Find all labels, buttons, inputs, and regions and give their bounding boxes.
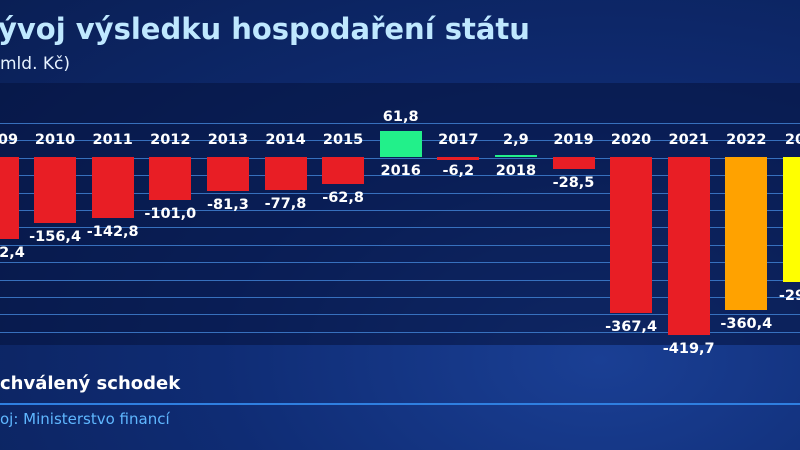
year-label: 2011: [92, 132, 133, 148]
gridline: [0, 314, 800, 315]
value-label: -29: [778, 288, 800, 305]
gridline: [0, 227, 800, 228]
value-label: -156,4: [29, 229, 82, 246]
value-label: -101,0: [144, 205, 197, 222]
year-label: 2014: [265, 132, 306, 148]
bar: [264, 157, 307, 190]
year-label: 2017: [438, 132, 479, 148]
bar: [379, 130, 422, 157]
value-label: -62,8: [322, 189, 364, 206]
gridline: [0, 280, 800, 281]
gridline: [0, 193, 800, 194]
gridline: [0, 210, 800, 211]
year-label: 2018: [495, 163, 537, 179]
value-label: 61,8: [382, 108, 419, 125]
year-label: 2012: [150, 132, 191, 148]
gridline: [0, 262, 800, 263]
separator: [0, 403, 800, 405]
year-label: 2016: [380, 163, 421, 179]
value-label: -367,4: [605, 318, 658, 335]
year-label: 2022: [726, 132, 767, 148]
bar: [725, 157, 768, 310]
year-label: 2021: [668, 132, 709, 148]
value-label: -360,4: [720, 315, 773, 332]
gridline: [0, 297, 800, 298]
year-label: 09: [0, 132, 19, 148]
bar: [437, 157, 480, 160]
gridline: [0, 158, 800, 159]
year-label: 2015: [322, 132, 364, 148]
gridline: [0, 332, 800, 333]
value-label: -142,8: [86, 223, 139, 240]
bar: [494, 155, 537, 157]
value-label: -77,8: [264, 195, 307, 212]
legend-label: chválený schodek: [0, 373, 181, 394]
bar: [91, 157, 134, 218]
bar: [552, 157, 595, 170]
bar: [782, 157, 800, 283]
bar: [322, 157, 365, 184]
source-label: oj: Ministerstvo financí: [0, 410, 170, 428]
bar: [206, 157, 249, 192]
year-label: 20: [784, 132, 800, 148]
value-label: 2,4: [0, 244, 25, 261]
chart-subtitle: mld. Kč): [0, 54, 71, 74]
value-label: -81,3: [206, 197, 249, 214]
gridline: [0, 245, 800, 246]
bar: [667, 157, 710, 335]
bar: [0, 157, 19, 239]
year-label: 2019: [553, 132, 594, 148]
value-label: -6,2: [442, 163, 475, 179]
bar: [610, 157, 653, 313]
value-label: 2,9: [503, 132, 529, 148]
bar: [34, 157, 77, 224]
gridline: [0, 123, 800, 124]
value-label: -419,7: [662, 340, 715, 357]
gridline: [0, 175, 800, 176]
value-label: -28,5: [552, 175, 595, 192]
bar: [149, 157, 192, 200]
chart-title: ývoj výsledku hospodaření státu: [0, 12, 530, 46]
year-label: 2013: [207, 132, 249, 148]
year-label: 2010: [34, 132, 76, 148]
year-label: 2020: [610, 132, 652, 148]
